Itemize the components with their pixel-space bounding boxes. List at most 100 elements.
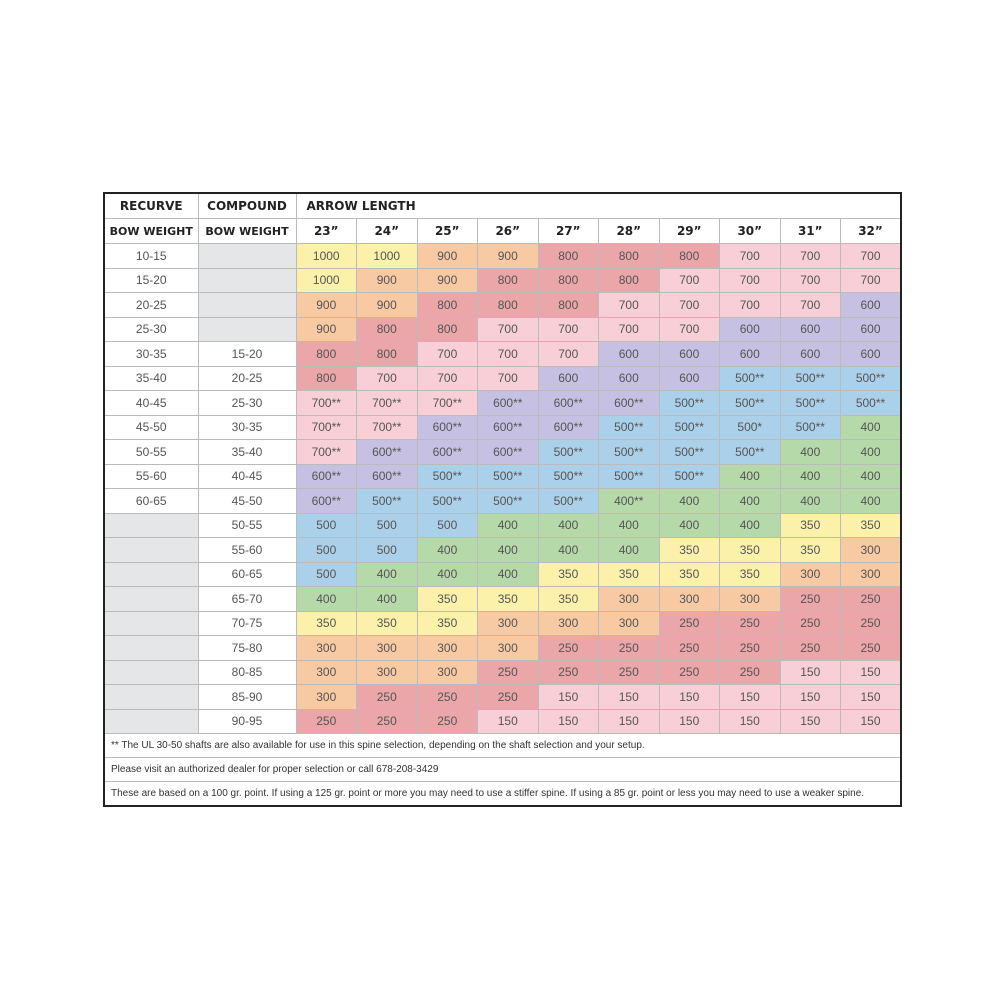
data-row: 90-95 250 250 250 150 150 150 150 150 150 150 bbox=[103, 708, 902, 734]
spine-cell: 400 bbox=[719, 512, 781, 538]
spine-cell: 800 bbox=[416, 292, 478, 318]
spine-cell: 150 bbox=[598, 708, 660, 734]
spine-cell: 800 bbox=[658, 243, 720, 269]
data-row: 35-40 20-25 800 700 700 700 600 600 600 500** 500*… bbox=[103, 365, 902, 391]
spine-cell: 500** bbox=[598, 439, 660, 465]
spine-cell: 400 bbox=[719, 488, 781, 514]
spine-cell: 700 bbox=[537, 316, 599, 342]
spine-cell: 250 bbox=[840, 610, 902, 636]
compound-weight: 45-50 bbox=[197, 488, 297, 514]
spine-cell: 700 bbox=[598, 316, 660, 342]
compound-weight: 70-75 bbox=[197, 610, 297, 636]
spine-cell: 300 bbox=[295, 684, 357, 710]
spine-cell: 250 bbox=[719, 635, 781, 661]
length-header: 24” bbox=[356, 218, 418, 244]
spine-cell: 800 bbox=[598, 267, 660, 293]
spine-cell: 600** bbox=[356, 439, 418, 465]
recurve-weight: 40-45 bbox=[103, 390, 199, 416]
spine-cell: 700 bbox=[477, 341, 539, 367]
spine-cell: 700** bbox=[295, 414, 357, 440]
spine-cell: 250 bbox=[537, 659, 599, 685]
length-header: 32” bbox=[840, 218, 902, 244]
spine-cell: 900 bbox=[295, 316, 357, 342]
recurve-weight: 25-30 bbox=[103, 316, 199, 342]
spine-cell: 150 bbox=[779, 708, 841, 734]
spine-cell: 400 bbox=[356, 561, 418, 587]
recurve-weight: 15-20 bbox=[103, 267, 199, 293]
spine-cell: 500** bbox=[537, 439, 599, 465]
compound-weight: 75-80 bbox=[197, 635, 297, 661]
spine-cell: 300 bbox=[416, 659, 478, 685]
spine-cell: 800 bbox=[598, 243, 660, 269]
spine-cell: 500** bbox=[356, 488, 418, 514]
compound-weight: 25-30 bbox=[197, 390, 297, 416]
spine-cell: 250 bbox=[537, 635, 599, 661]
spine-cell: 500** bbox=[719, 439, 781, 465]
data-row: 50-55 35-40 700** 600** 600** 600** 500** 500**… bbox=[103, 439, 902, 465]
header-cell: BOW WEIGHT bbox=[103, 218, 199, 244]
spine-cell: 800 bbox=[537, 267, 599, 293]
spine-cell: 500** bbox=[537, 463, 599, 489]
spine-cell: 400 bbox=[356, 586, 418, 612]
spine-cell: 250 bbox=[598, 635, 660, 661]
spine-cell: 250 bbox=[840, 635, 902, 661]
spine-cell: 900 bbox=[416, 267, 478, 293]
spine-cell: 700 bbox=[719, 267, 781, 293]
recurve-weight bbox=[103, 512, 199, 538]
data-row: 15-20 1000 900 900 800 800 800 700 700 700 700 bbox=[103, 267, 902, 293]
spine-cell: 500** bbox=[779, 414, 841, 440]
spine-cell: 400 bbox=[477, 537, 539, 563]
spine-cell: 250 bbox=[779, 586, 841, 612]
compound-weight bbox=[197, 292, 297, 318]
spine-cell: 500** bbox=[779, 365, 841, 391]
recurve-weight bbox=[103, 561, 199, 587]
spine-cell: 500** bbox=[477, 463, 539, 489]
header-cell: COMPOUND bbox=[197, 192, 297, 219]
spine-cell: 350 bbox=[719, 561, 781, 587]
spine-cell: 700 bbox=[598, 292, 660, 318]
spine-cell: 700 bbox=[477, 316, 539, 342]
spine-cell: 300 bbox=[779, 561, 841, 587]
spine-cell: 250 bbox=[598, 659, 660, 685]
spine-cell: 350 bbox=[719, 537, 781, 563]
spine-cell: 250 bbox=[658, 659, 720, 685]
spine-cell: 700 bbox=[779, 292, 841, 318]
spine-cell: 500 bbox=[295, 537, 357, 563]
spine-cell: 150 bbox=[779, 684, 841, 710]
spine-cell: 600** bbox=[416, 439, 478, 465]
spine-cell: 800 bbox=[477, 292, 539, 318]
spine-cell: 250 bbox=[356, 684, 418, 710]
spine-cell: 700** bbox=[356, 390, 418, 416]
recurve-weight bbox=[103, 684, 199, 710]
spine-cell: 250 bbox=[658, 610, 720, 636]
spine-cell: 500** bbox=[779, 390, 841, 416]
spine-cell: 400 bbox=[779, 463, 841, 489]
spine-cell: 350 bbox=[658, 561, 720, 587]
spine-cell: 900 bbox=[477, 243, 539, 269]
spine-cell: 800 bbox=[295, 365, 357, 391]
spine-cell: 700 bbox=[840, 243, 902, 269]
spine-cell: 350 bbox=[416, 586, 478, 612]
spine-cell: 350 bbox=[537, 561, 599, 587]
spine-cell: 350 bbox=[840, 512, 902, 538]
length-header: 26” bbox=[477, 218, 539, 244]
length-header: 23” bbox=[295, 218, 357, 244]
spine-cell: 700 bbox=[658, 267, 720, 293]
spine-cell: 700** bbox=[416, 390, 478, 416]
spine-cell: 350 bbox=[356, 610, 418, 636]
spine-cell: 150 bbox=[719, 684, 781, 710]
recurve-weight: 55-60 bbox=[103, 463, 199, 489]
spine-cell: 250 bbox=[416, 708, 478, 734]
length-header: 30” bbox=[719, 218, 781, 244]
spine-cell: 500** bbox=[658, 390, 720, 416]
spine-cell: 500** bbox=[598, 463, 660, 489]
data-row: 55-60 40-45 600** 600** 500** 500** 500** 500**… bbox=[103, 463, 902, 489]
data-row: 70-75 350 350 350 300 300 300 250 250 250 250 bbox=[103, 610, 902, 636]
spine-cell: 250 bbox=[779, 635, 841, 661]
spine-cell: 300 bbox=[719, 586, 781, 612]
length-header: 28” bbox=[598, 218, 660, 244]
spine-cell: 300 bbox=[840, 537, 902, 563]
spine-cell: 700 bbox=[779, 243, 841, 269]
spine-cell: 700 bbox=[477, 365, 539, 391]
spine-cell: 400 bbox=[840, 463, 902, 489]
